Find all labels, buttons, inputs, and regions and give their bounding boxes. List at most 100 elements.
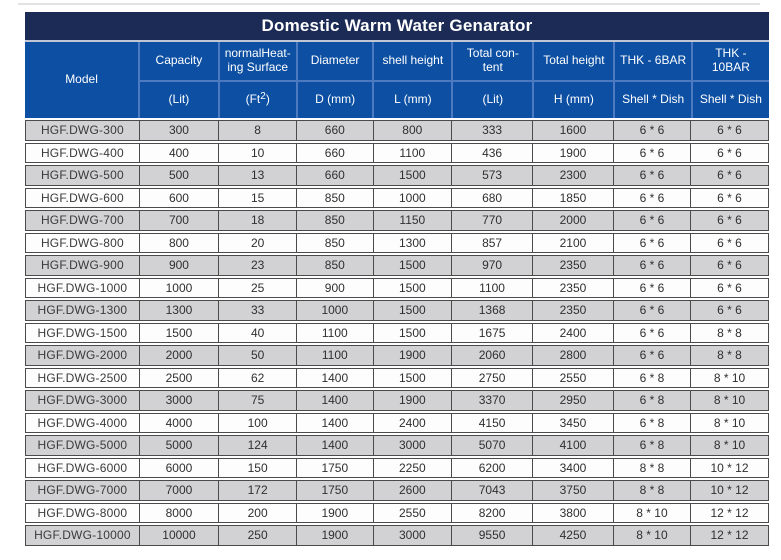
value-cell: 200 xyxy=(218,503,296,522)
value-cell: 660 xyxy=(296,166,372,185)
value-cell: 8000 xyxy=(138,503,218,522)
value-cell: 6 * 6 xyxy=(690,121,768,140)
value-cell: 40 xyxy=(218,323,296,342)
value-cell: 6 * 6 xyxy=(612,166,690,185)
value-cell: 1400 xyxy=(296,391,372,410)
model-cell: HGF.DWG-1300 xyxy=(37,303,128,318)
value-cell: 6 * 6 xyxy=(690,188,768,207)
value-cell: 8 * 8 xyxy=(612,481,690,500)
header-heating-surface: normalHeat- ing Surface xyxy=(217,42,296,80)
value-cell: 3800 xyxy=(532,503,613,522)
value-cell: 2350 xyxy=(532,278,613,297)
header-diameter-unit: D (mm) xyxy=(295,80,373,118)
value-cell: 850 xyxy=(296,211,372,230)
value-cell: 23 xyxy=(218,256,296,275)
header-diameter-unit-label: D (mm) xyxy=(315,92,356,107)
header-shell-height-label: shell height xyxy=(382,53,444,68)
value-cell: 6 * 6 xyxy=(690,301,768,320)
header-total-height-unit-label: H (mm) xyxy=(553,92,594,107)
value-cell: 2000 xyxy=(138,346,218,365)
header-total-height: Total height xyxy=(532,42,613,80)
model-cell: HGF.DWG-400 xyxy=(40,145,124,160)
model-cell: HGF.DWG-700 xyxy=(40,213,124,228)
value-cell: 1500 xyxy=(372,256,452,275)
value-cell: 7043 xyxy=(451,481,532,500)
value-cell: 3000 xyxy=(372,526,452,545)
value-cell: 2100 xyxy=(532,233,613,252)
value-cell: 10 xyxy=(218,143,296,162)
value-cell: 6 * 6 xyxy=(690,278,768,297)
value-cell: 2950 xyxy=(532,391,613,410)
unit-close: ) xyxy=(265,92,270,107)
value-cell: 1900 xyxy=(296,503,372,522)
value-cell: 172 xyxy=(218,481,296,500)
table-row: HGF.DWG-10000 10000 250 1900 3000 9550 4250 8 *… xyxy=(25,525,769,546)
value-cell: 6 * 6 xyxy=(612,188,690,207)
value-cell: 850 xyxy=(296,233,372,252)
header-capacity: Capacity xyxy=(138,42,218,80)
value-cell: 2800 xyxy=(532,346,613,365)
value-cell: 6 * 6 xyxy=(690,256,768,275)
value-cell: 436 xyxy=(451,143,532,162)
value-cell: 8 * 8 xyxy=(690,346,768,365)
value-cell: 2400 xyxy=(532,323,613,342)
value-cell: 300 xyxy=(138,121,218,140)
value-cell: 8 * 10 xyxy=(690,436,768,455)
page-top-rule xyxy=(18,3,760,5)
header-thk-6bar-label: THK - 6BAR xyxy=(620,53,687,68)
value-cell: 1675 xyxy=(451,323,532,342)
value-cell: 2350 xyxy=(532,256,613,275)
unit-superscript: 2 xyxy=(260,91,266,103)
value-cell: 4000 xyxy=(138,413,218,432)
value-cell: 9550 xyxy=(451,526,532,545)
header-diameter-label: Diameter xyxy=(310,53,360,68)
value-cell: 12 * 12 xyxy=(690,526,768,545)
value-cell: 7000 xyxy=(138,481,218,500)
value-cell: 20 xyxy=(218,233,296,252)
value-cell: 6 * 8 xyxy=(612,391,690,410)
value-cell: 3370 xyxy=(451,391,532,410)
table-header: Model Capacity (Lit) normalHeat- ing Sur… xyxy=(25,42,769,118)
value-cell: 1500 xyxy=(372,368,452,387)
model-cell: HGF.DWG-800 xyxy=(40,235,124,250)
value-cell: 1000 xyxy=(138,278,218,297)
value-cell: 6 * 6 xyxy=(612,143,690,162)
model-cell: HGF.DWG-600 xyxy=(40,190,124,205)
model-cell: HGF.DWG-3000 xyxy=(37,393,128,408)
header-shell-height-unit: L (mm) xyxy=(372,80,452,118)
value-cell: 8 * 10 xyxy=(612,503,690,522)
header-total-height-unit: H (mm) xyxy=(532,80,614,118)
value-cell: 5070 xyxy=(451,436,532,455)
value-cell: 6 * 6 xyxy=(612,121,690,140)
value-cell: 1900 xyxy=(296,526,372,545)
value-cell: 6 * 6 xyxy=(690,143,768,162)
value-cell: 1600 xyxy=(532,121,613,140)
value-cell: 6200 xyxy=(451,458,532,477)
spec-table: Domestic Warm Water Genarator Model Capa… xyxy=(25,12,769,546)
value-cell: 8 * 10 xyxy=(690,368,768,387)
value-cell: 6 * 6 xyxy=(612,211,690,230)
value-cell: 6 * 8 xyxy=(612,436,690,455)
value-cell: 13 xyxy=(218,166,296,185)
value-cell: 2060 xyxy=(451,346,532,365)
value-cell: 1150 xyxy=(372,211,452,230)
value-cell: 150 xyxy=(218,458,296,477)
value-cell: 3750 xyxy=(532,481,613,500)
value-cell: 33 xyxy=(218,301,296,320)
value-cell: 4100 xyxy=(532,436,613,455)
header-total-content-label: Total con- tent xyxy=(466,46,519,74)
value-cell: 124 xyxy=(218,436,296,455)
value-cell: 10000 xyxy=(138,526,218,545)
header-heating-surface-label: normalHeat- ing Surface xyxy=(224,46,291,74)
value-cell: 8 * 10 xyxy=(690,391,768,410)
value-cell: 1368 xyxy=(451,301,532,320)
model-cell: HGF.DWG-6000 xyxy=(37,460,128,475)
value-cell: 680 xyxy=(451,188,532,207)
